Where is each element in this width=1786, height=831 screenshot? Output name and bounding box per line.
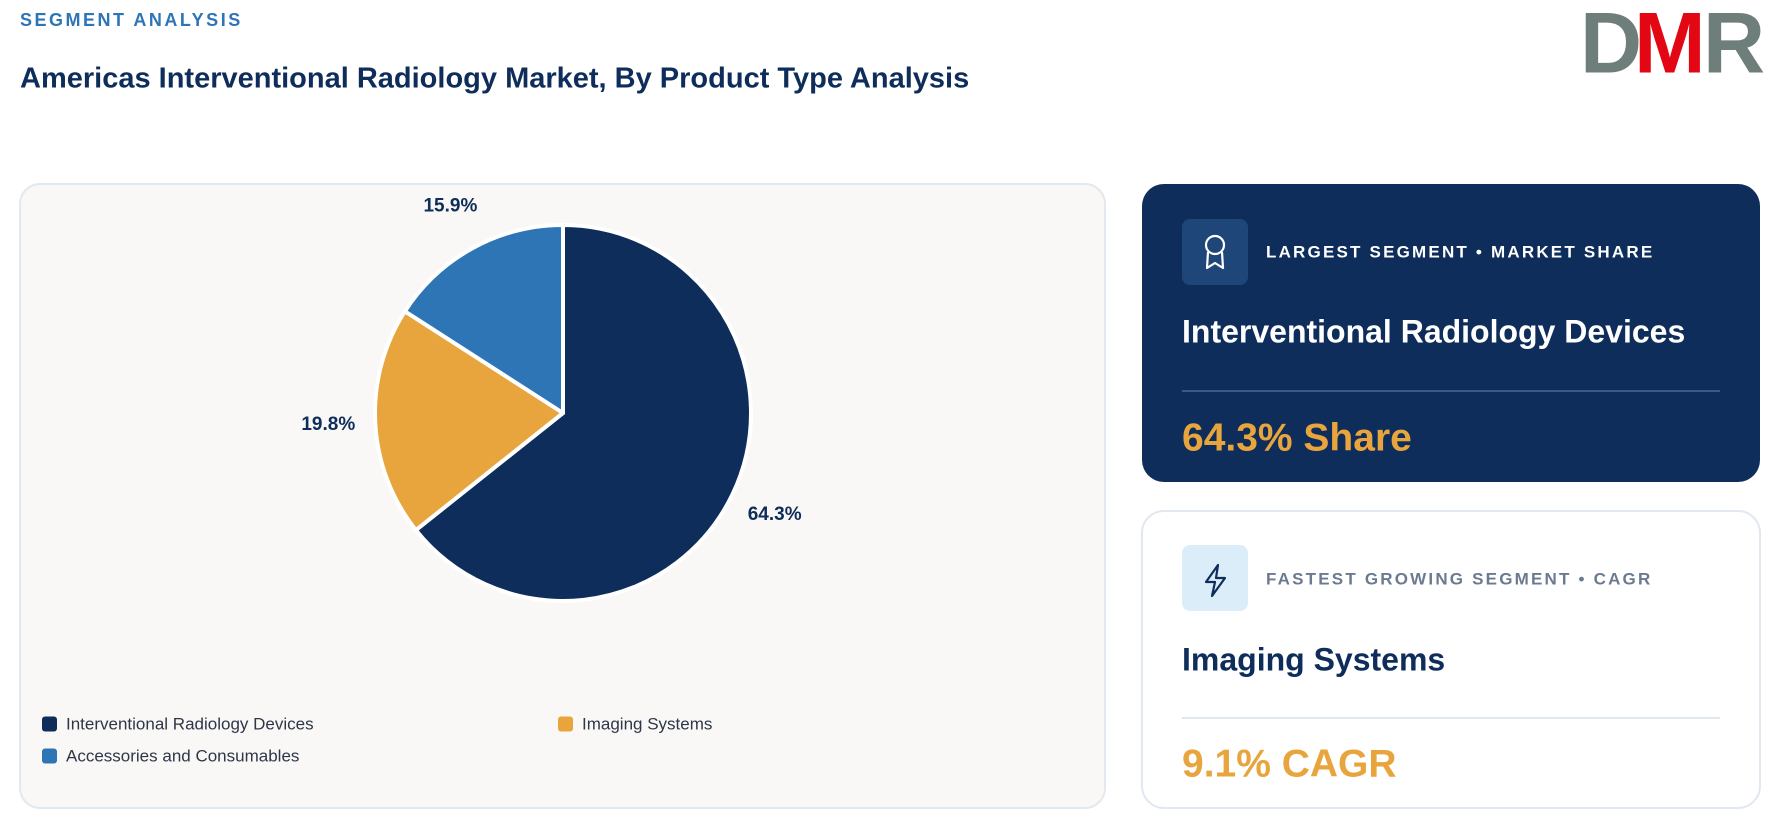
pie-slice [402,223,565,415]
largest-card [1142,184,1760,482]
legend-label: Accessories and Consumables [66,746,299,765]
page-title: Americas Interventional Radiology Market… [20,63,969,95]
pie-slice [373,309,565,533]
legend-swatch [42,716,57,732]
card-label: FASTEST GROWING SEGMENT • CAGR [1266,569,1652,588]
logo-letter: R [1703,0,1764,92]
card-value: 9.1% CAGR [1182,742,1397,785]
legend-swatch [42,748,57,764]
card-value: 64.3% Share [1182,416,1412,459]
legend-label: Imaging Systems [582,714,712,733]
logo-letter: M [1634,0,1700,92]
bolt-icon [1204,563,1227,598]
legend: Interventional Radiology Devices Imaging … [42,714,712,765]
award-icon [1204,234,1226,270]
logo-letter: D [1580,0,1639,92]
data-label: 64.3% [748,504,802,525]
card-name: Interventional Radiology Devices [1182,313,1685,349]
card-label: LARGEST SEGMENT • MARKET SHARE [1266,242,1654,261]
fastest-card [1141,510,1761,809]
icon-box [1182,219,1248,285]
legend-label: Interventional Radiology Devices [66,714,314,733]
card-name: Imaging Systems [1182,641,1445,677]
pie-slice [413,223,753,603]
logo: D M R [1580,0,1770,92]
data-label: 19.8% [301,414,355,435]
data-label: 15.9% [423,196,477,217]
legend-swatch [558,716,573,732]
pie-chart: 64.3% 19.8% 15.9% [301,196,802,603]
kicker: SEGMENT ANALYSIS [20,10,243,30]
